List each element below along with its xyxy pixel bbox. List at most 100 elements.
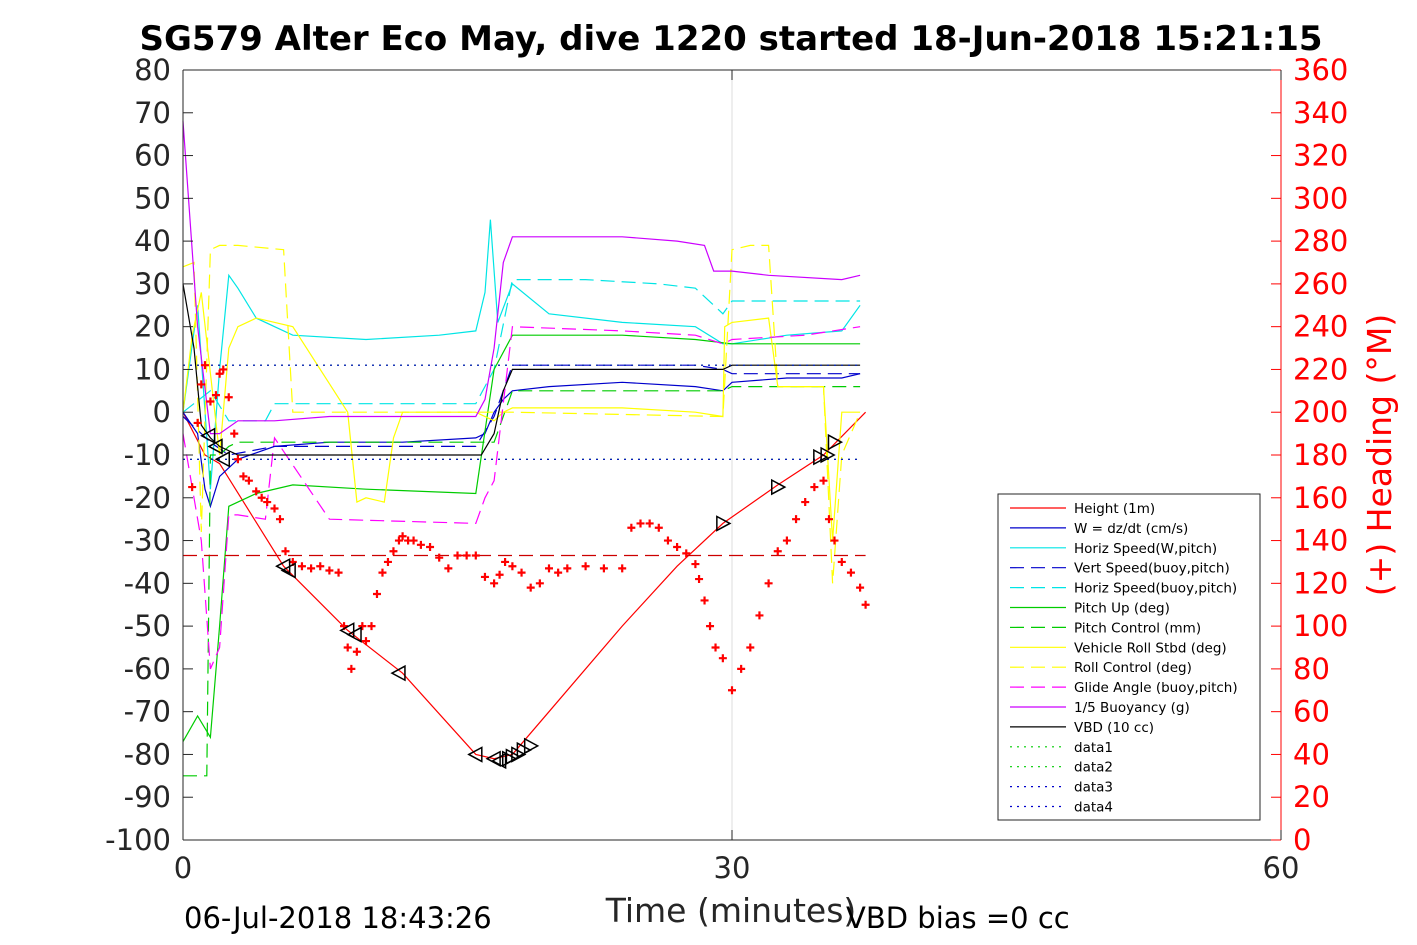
heading-point <box>700 596 709 605</box>
heading-point <box>389 547 398 556</box>
heading-point <box>846 568 855 577</box>
heading-point <box>706 622 715 631</box>
y-tick-label: -30 <box>124 524 171 558</box>
heading-point <box>325 566 334 575</box>
heading-point <box>682 549 691 558</box>
heading-point <box>636 519 645 528</box>
legend-entry: Vert Speed(buoy,pitch) <box>1074 561 1230 577</box>
heading-point <box>244 476 253 485</box>
heading-point <box>495 570 504 579</box>
heading-point <box>352 647 361 656</box>
heading-point <box>193 418 202 427</box>
heading-point <box>206 397 215 406</box>
heading-point <box>297 562 306 571</box>
series-line-7 <box>182 292 861 541</box>
legend-entry: data3 <box>1074 780 1113 796</box>
marker-down <box>339 622 355 639</box>
y2-tick-label: 360 <box>1293 53 1348 87</box>
y2-axis-ticks: 3603403203002802602402202001801601401201… <box>1271 53 1348 857</box>
heading-point <box>618 564 627 573</box>
y-tick-label: -20 <box>124 481 171 515</box>
legend-entry: Height (1m) <box>1074 501 1155 517</box>
marker-up <box>827 433 844 451</box>
marker-up <box>813 448 829 466</box>
heading-point <box>378 568 387 577</box>
y-tick-label: 30 <box>134 267 171 301</box>
heading-point <box>737 664 746 673</box>
series-line-2 <box>182 219 861 490</box>
y-tick-label: 60 <box>134 139 171 173</box>
y2-tick-label: 120 <box>1293 566 1348 600</box>
heading-point <box>383 557 392 566</box>
heading-point <box>711 643 720 652</box>
marker-down <box>214 451 231 468</box>
heading-point <box>394 536 403 545</box>
legend-entry: Roll Control (deg) <box>1074 660 1192 676</box>
heading-point <box>856 583 865 592</box>
marker-down <box>207 438 223 455</box>
heading-point <box>307 564 316 573</box>
heading-point <box>270 504 279 513</box>
heading-point <box>211 391 220 400</box>
heading-point <box>426 542 435 551</box>
y-tick-label: 0 <box>153 395 171 429</box>
legend-entry: Pitch Control (mm) <box>1074 620 1201 636</box>
y2-tick-label: 100 <box>1293 609 1348 643</box>
heading-point <box>830 536 839 545</box>
heading-point <box>197 380 206 389</box>
y-tick-label: -50 <box>124 609 171 643</box>
heading-point <box>230 429 239 438</box>
marker-up <box>771 478 787 496</box>
series-line-9 <box>182 326 861 670</box>
legend-entry: VBD (10 cc) <box>1074 720 1154 736</box>
heading-point <box>837 557 846 566</box>
heading-point <box>746 643 755 652</box>
heading-point <box>263 498 272 507</box>
heading-point <box>545 564 553 573</box>
heading-point <box>718 654 727 663</box>
y-tick-label: 20 <box>134 310 171 344</box>
legend-entry: Horiz Speed(buoy,pitch) <box>1074 581 1237 597</box>
heading-point <box>233 455 242 464</box>
y2-tick-label: 240 <box>1293 310 1348 344</box>
x-tick-label: 30 <box>714 851 751 885</box>
heading-point <box>239 472 248 481</box>
heading-points <box>188 361 870 695</box>
legend-entry: Glide Angle (buoy,pitch) <box>1074 680 1238 696</box>
marker-down <box>200 427 216 445</box>
y2-tick-label: 80 <box>1293 652 1330 686</box>
heading-point <box>200 361 209 370</box>
y2-tick-label: 340 <box>1293 96 1348 130</box>
heading-point <box>398 532 407 541</box>
y2-tick-label: 60 <box>1293 695 1330 729</box>
y-tick-label: 50 <box>134 181 171 215</box>
y2-tick-label: 200 <box>1293 395 1348 429</box>
heading-point <box>453 551 462 560</box>
heading-point <box>501 557 510 566</box>
x-axis-label: Time (minutes) <box>605 891 857 930</box>
y-tick-label: -80 <box>124 737 171 771</box>
legend-entry: data1 <box>1074 740 1113 756</box>
marker-down <box>467 746 483 763</box>
heading-point <box>526 583 535 592</box>
series-line-5 <box>182 334 861 742</box>
heading-point <box>215 369 224 378</box>
y2-tick-label: 20 <box>1293 780 1330 814</box>
heading-point <box>563 564 572 573</box>
series-line-10 <box>182 121 861 435</box>
heading-point <box>480 572 489 581</box>
y-tick-label: -90 <box>124 780 171 814</box>
heading-point <box>367 622 376 631</box>
y-axis-ticks: 80 70 60 50 40 30 20 10 0 -10 -20 -30 -40 -50 -60 -70 -8… <box>105 53 193 857</box>
heading-point <box>372 590 381 599</box>
x-tick-label: 60 <box>1263 851 1300 885</box>
heading-point <box>581 562 590 571</box>
legend-entry: W = dz/dt (cm/s) <box>1074 521 1188 537</box>
heading-point <box>347 664 356 673</box>
heading-point <box>462 551 471 560</box>
y-tick-label: 10 <box>134 352 171 386</box>
heading-point <box>471 551 480 560</box>
footer-vbd-bias: VBD bias =0 cc <box>846 901 1070 935</box>
heading-point <box>819 476 828 485</box>
heading-point <box>695 575 704 584</box>
